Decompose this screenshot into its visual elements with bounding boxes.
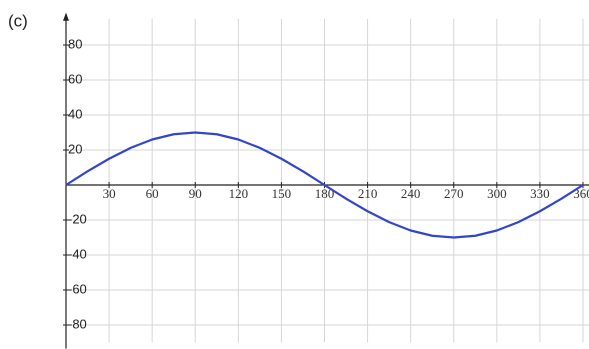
x-tick-label: 30 xyxy=(103,186,116,201)
axis-arrow xyxy=(63,12,69,21)
y-tick-label: -20 xyxy=(68,211,87,226)
x-tick-label: 120 xyxy=(229,186,249,201)
x-tick-label: 330 xyxy=(530,186,550,201)
x-tick-label: 210 xyxy=(358,186,378,201)
chart-title: (c) xyxy=(8,11,28,30)
x-tick-label: 150 xyxy=(272,186,292,201)
y-tick-label: 60 xyxy=(68,71,82,86)
data-line xyxy=(65,131,584,239)
x-tick-label: 360 xyxy=(573,186,589,201)
y-tick-label: -40 xyxy=(68,246,87,261)
x-tick-label: 90 xyxy=(189,186,202,201)
x-tick-label: 300 xyxy=(487,186,507,201)
x-tick-label: 270 xyxy=(444,186,464,201)
y-tick-label: 40 xyxy=(68,106,82,121)
y-tick-label: 20 xyxy=(68,141,82,156)
y-tick-label: -60 xyxy=(68,281,87,296)
y-tick-label: 80 xyxy=(68,36,82,51)
x-tick-label: 180 xyxy=(315,186,335,201)
x-tick-label: 240 xyxy=(401,186,421,201)
y-tick-label: -80 xyxy=(68,316,87,331)
x-tick-label: 60 xyxy=(146,186,159,201)
